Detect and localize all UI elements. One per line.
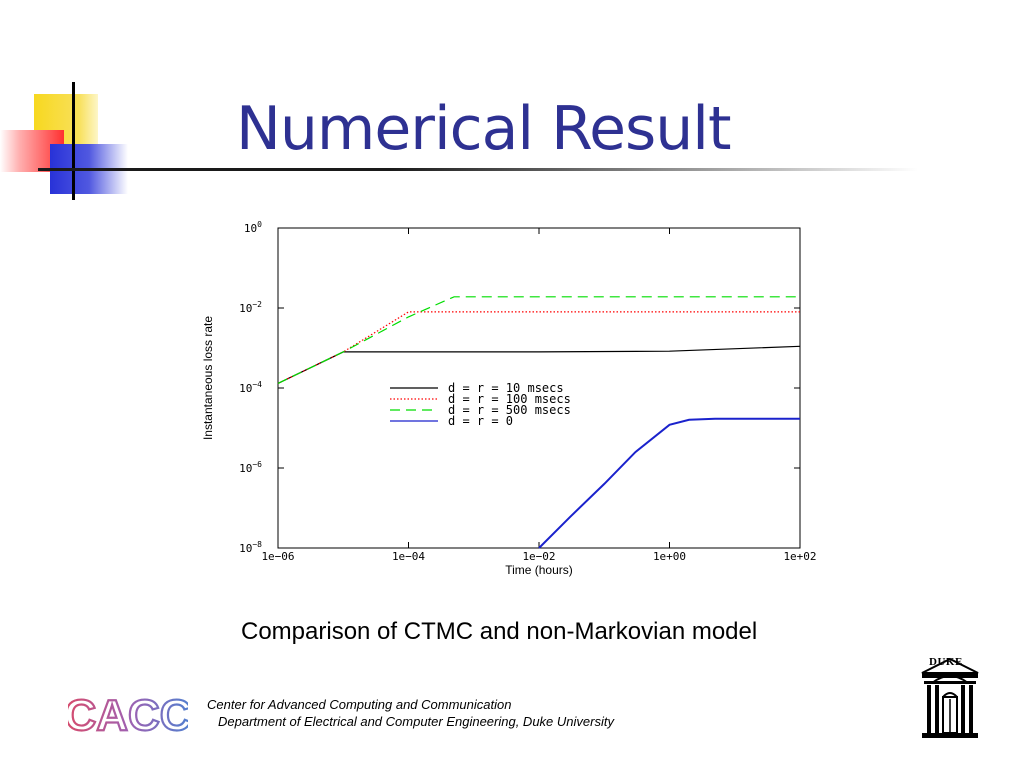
series-line [277,345,801,384]
footer-organization: Center for Advanced Computing and Commun… [207,697,512,712]
series-layer [277,296,801,549]
legend-label: d = r = 0 [448,414,513,428]
duke-label: DUKE [929,656,963,668]
y-tick-label: 10−2 [239,300,262,315]
x-tick-label: 1e+02 [783,550,816,563]
footer-department: Department of Electrical and Computer En… [218,714,614,729]
x-tick-label: 1e+00 [653,550,686,563]
series-line [538,417,800,549]
duke-chapel-logo [921,657,979,738]
series-line [277,296,800,384]
y-tick-label: 100 [244,220,262,235]
y-tick-label: 10−6 [239,460,262,475]
line-chart: 1e−06 1e−04 1e−02 1e+00 1e+02 10−8 10−6 10−4 10−… [201,220,817,577]
x-tick-label: 1e−04 [392,550,425,563]
legend-label: d = r = 10 msecs [448,381,564,395]
title-underline [38,168,918,171]
legend-label: d = r = 100 msecs [448,392,571,406]
legend-label: d = r = 500 msecs [448,403,571,417]
cacc-logo: CACC [68,690,188,738]
x-axis-label: Time (hours) [505,563,573,577]
x-tick-label: 1e−02 [522,550,555,563]
x-tick-label: 1e−06 [261,550,294,563]
slide-title: Numerical Result [236,94,731,164]
logo-vertical-line [72,82,75,200]
y-tick-label: 10−4 [239,380,262,395]
series-line [277,311,800,384]
y-tick-label: 10−8 [239,540,262,555]
chart-caption: Comparison of CTMC and non-Markovian mod… [241,618,758,645]
axis-ticks: 1e−06 1e−04 1e−02 1e+00 1e+02 10−8 10−6 10−4 10−… [239,220,816,563]
cacc-logo-text: CACC [68,691,188,738]
y-axis-label: Instantaneous loss rate [201,316,215,440]
